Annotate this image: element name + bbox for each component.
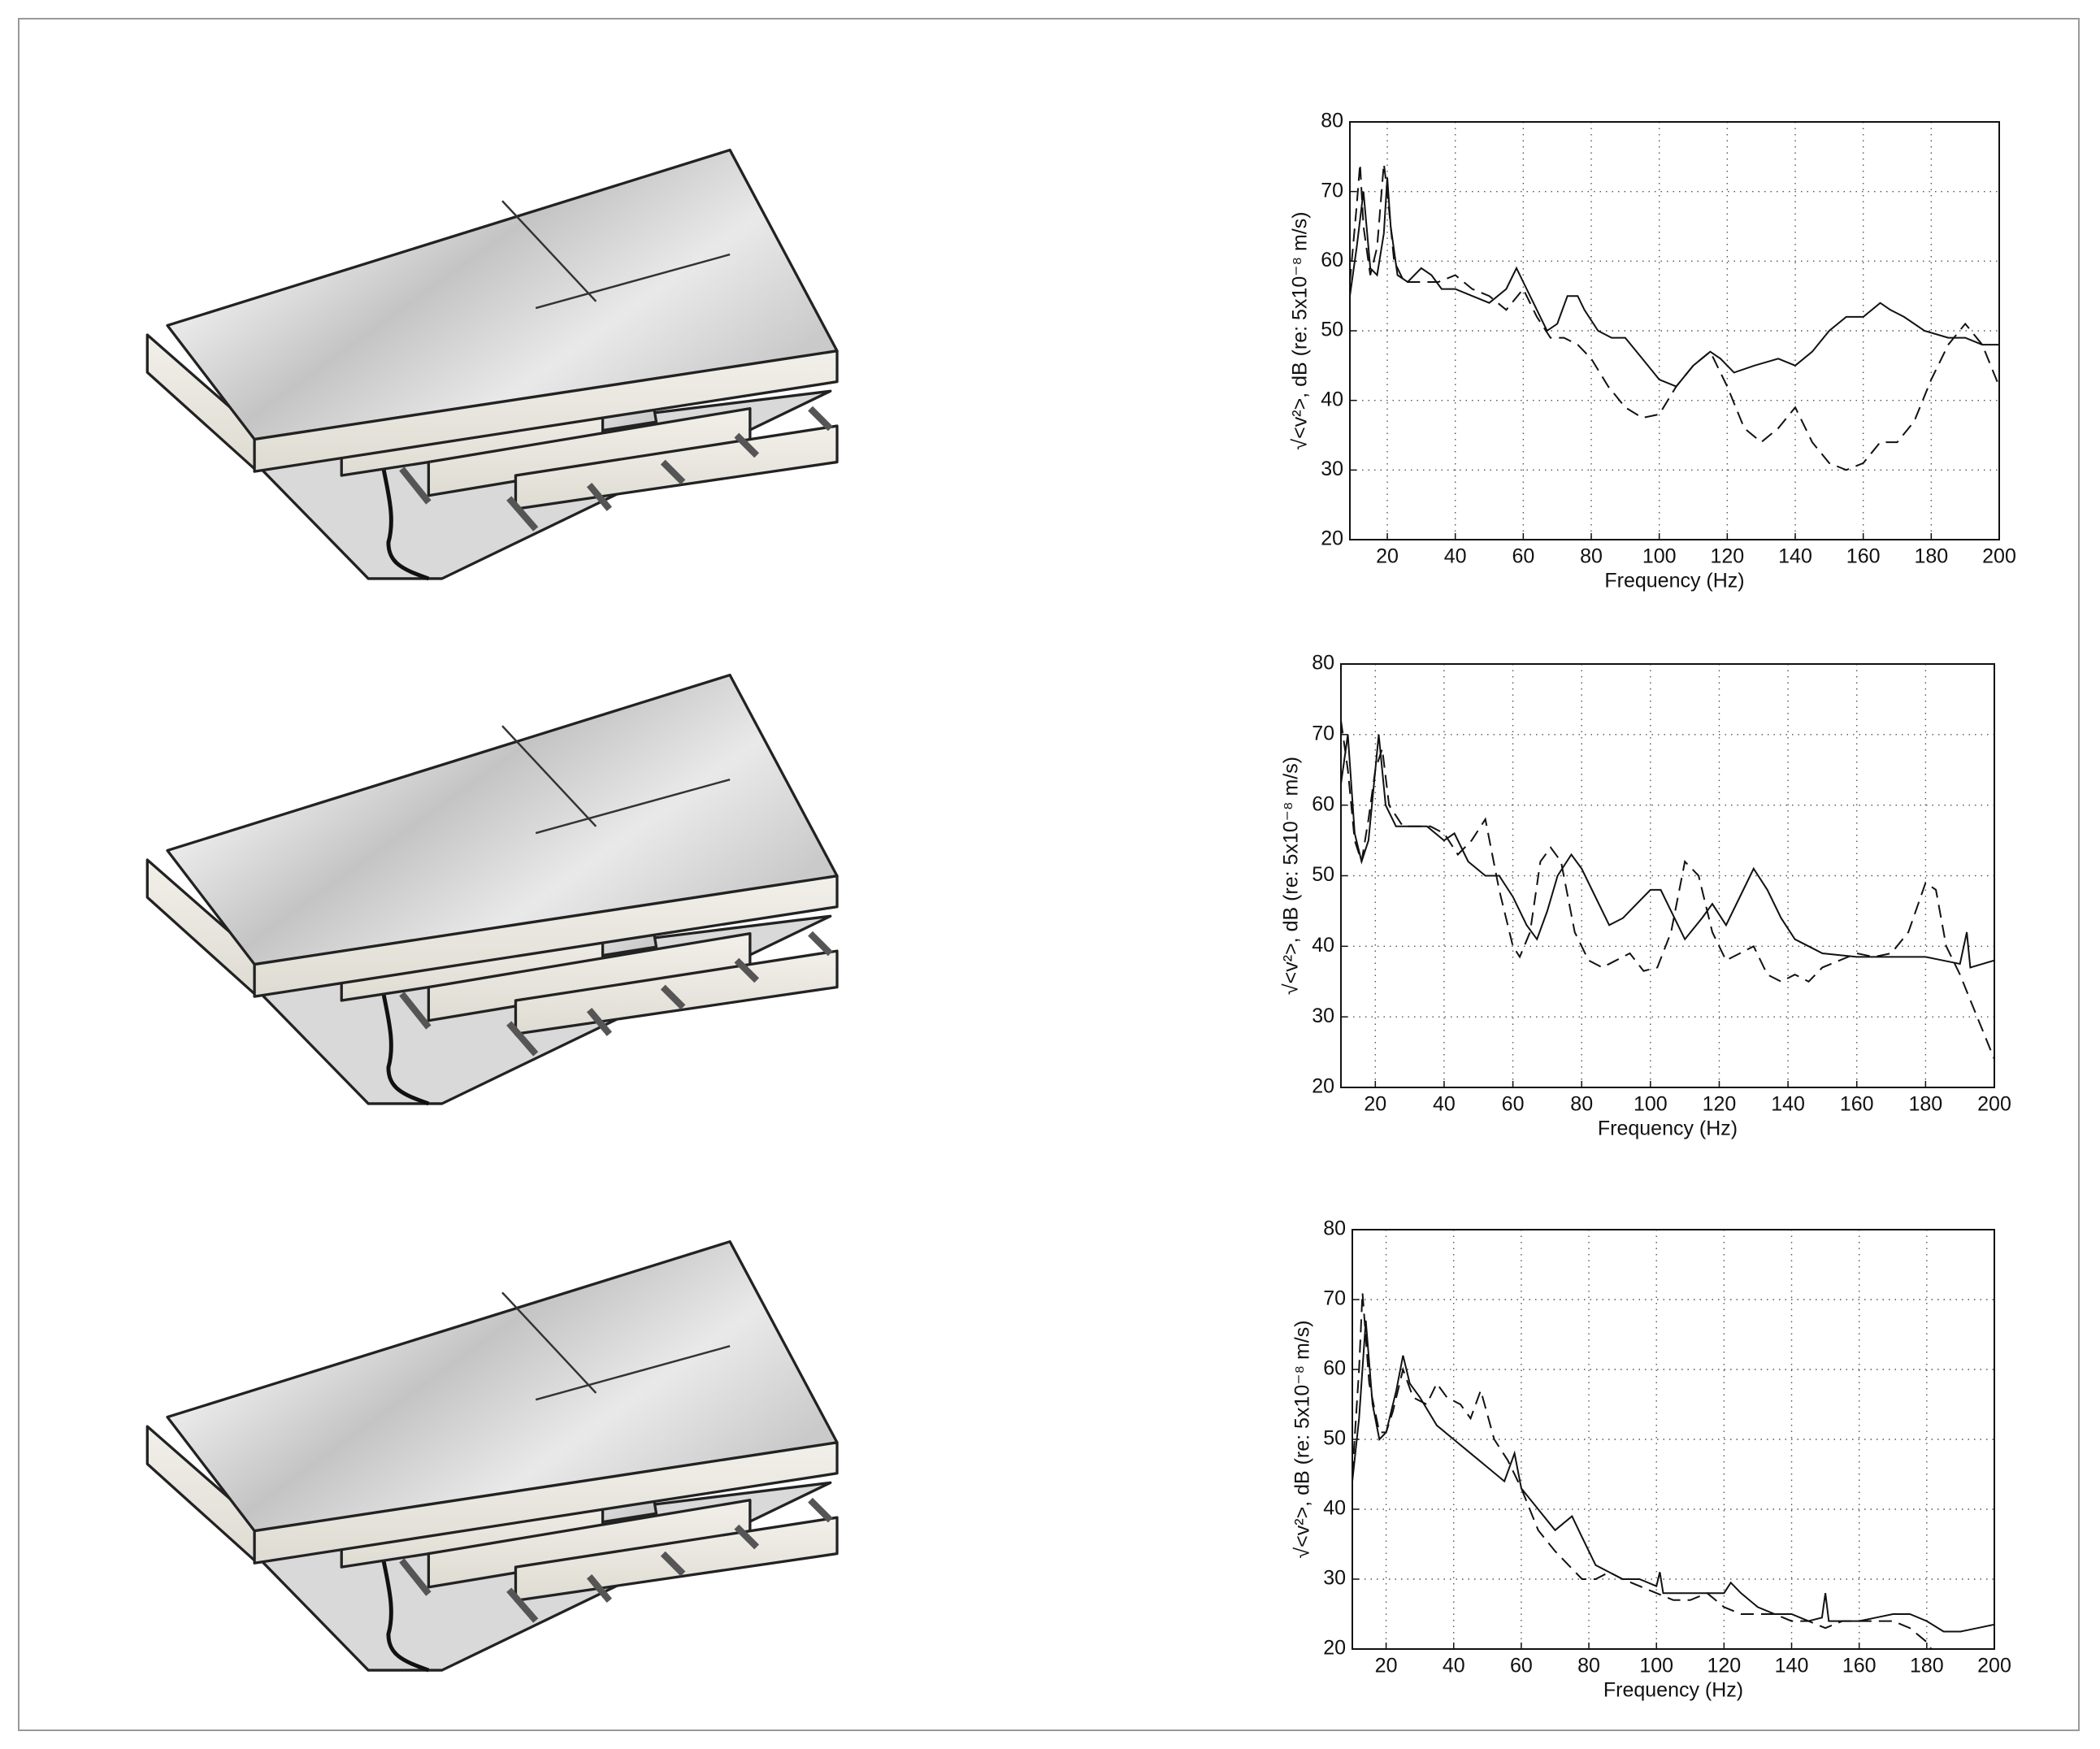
x-tick-label: 160 [1840, 1093, 1874, 1116]
axes-frame [1352, 1229, 1995, 1650]
data-line [1350, 177, 1999, 388]
y-tick-label: 40 [1312, 934, 1334, 957]
x-tick-label: 140 [1778, 545, 1812, 568]
y-tick-label: 70 [1323, 1287, 1346, 1310]
y-tick-label: 20 [1312, 1075, 1334, 1098]
y-tick-label: 50 [1323, 1427, 1346, 1450]
y-tick-label: 30 [1312, 1005, 1334, 1027]
x-tick-label: 80 [1570, 1093, 1593, 1116]
y-tick-label: 70 [1321, 179, 1343, 202]
x-tick-label: 200 [1982, 545, 2016, 568]
floor-drawing [147, 675, 837, 1104]
axes-frame [1349, 121, 2000, 540]
x-tick-label: 40 [1444, 545, 1467, 568]
y-tick-label: 80 [1312, 652, 1334, 675]
x-tick-label: 80 [1577, 1655, 1600, 1677]
x-tick-label: 200 [1977, 1655, 2011, 1677]
x-tick-label: 180 [1914, 545, 1948, 568]
y-axis-label: √<v²>, dB (re: 5x10⁻⁸ m/s) [1280, 757, 1303, 995]
plot-area [1341, 664, 1994, 1087]
frame [18, 18, 2080, 1731]
axes-frame [1340, 663, 1995, 1088]
y-tick-label: 60 [1312, 792, 1334, 815]
x-tick-label: 100 [1642, 545, 1677, 568]
y-tick-label: 50 [1312, 863, 1334, 886]
x-tick-label: 200 [1977, 1093, 2011, 1116]
x-tick-label: 180 [1910, 1655, 1944, 1677]
x-tick-label: 120 [1707, 1655, 1742, 1677]
x-axis-label: Frequency (Hz) [1604, 570, 1744, 592]
x-tick-label: 100 [1639, 1655, 1673, 1677]
x-tick-label: 20 [1376, 545, 1399, 568]
data-line [1352, 1292, 1933, 1649]
y-tick-label: 20 [1323, 1637, 1346, 1660]
x-tick-label: 20 [1375, 1655, 1398, 1677]
y-tick-label: 60 [1323, 1357, 1346, 1380]
x-tick-label: 100 [1634, 1093, 1668, 1116]
floor-drawing [147, 1242, 837, 1670]
x-tick-label: 120 [1703, 1093, 1737, 1116]
y-axis-label: √<v²>, dB (re: 5x10⁻⁸ m/s) [1289, 211, 1312, 449]
data-line [1341, 720, 1994, 1060]
x-axis-label: Frequency (Hz) [1598, 1118, 1738, 1140]
y-tick-label: 20 [1321, 527, 1343, 550]
y-tick-label: 60 [1321, 249, 1343, 271]
floor-drawing [147, 150, 837, 579]
plot-area [1350, 122, 1999, 540]
data-line [1350, 163, 1999, 471]
data-line [1352, 1320, 1994, 1633]
x-tick-label: 40 [1433, 1093, 1456, 1116]
x-tick-label: 180 [1909, 1093, 1943, 1116]
y-tick-label: 50 [1321, 319, 1343, 341]
x-tick-label: 120 [1710, 545, 1744, 568]
x-tick-label: 60 [1510, 1655, 1533, 1677]
x-tick-label: 140 [1775, 1655, 1809, 1677]
x-axis-label: Frequency (Hz) [1603, 1679, 1743, 1702]
x-tick-label: 60 [1502, 1093, 1525, 1116]
x-tick-label: 20 [1364, 1093, 1386, 1116]
y-tick-label: 80 [1323, 1217, 1346, 1240]
x-tick-label: 60 [1512, 545, 1534, 568]
y-tick-label: 70 [1312, 722, 1334, 744]
x-tick-label: 40 [1443, 1655, 1465, 1677]
x-tick-label: 160 [1846, 545, 1881, 568]
data-line [1341, 734, 1994, 969]
y-axis-label: √<v²>, dB (re: 5x10⁻⁸ m/s) [1291, 1320, 1314, 1558]
y-tick-label: 30 [1323, 1567, 1346, 1590]
y-tick-label: 30 [1321, 458, 1343, 480]
y-tick-label: 40 [1323, 1497, 1346, 1520]
x-tick-label: 140 [1771, 1093, 1805, 1116]
x-tick-label: 80 [1580, 545, 1603, 568]
y-tick-label: 80 [1321, 110, 1343, 132]
y-tick-label: 40 [1321, 388, 1343, 410]
plot-area [1352, 1230, 1994, 1649]
x-tick-label: 160 [1842, 1655, 1877, 1677]
